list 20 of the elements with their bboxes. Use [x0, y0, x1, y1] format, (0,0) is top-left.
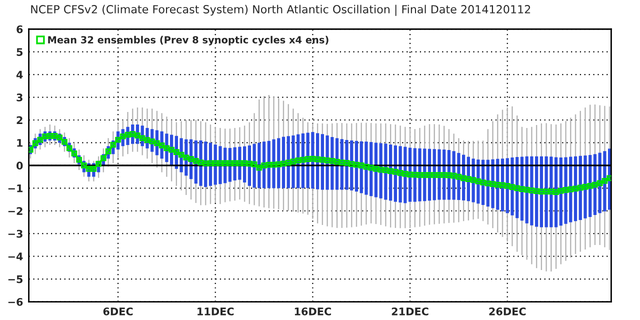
y-tick-label: −4	[8, 252, 23, 260]
y-tick-label: −2	[8, 207, 22, 215]
y-tick-label: 6	[16, 25, 23, 34]
y-tick-label: 3	[16, 94, 22, 102]
y-tick-label: 2	[16, 116, 22, 124]
y-tick-label: −6	[8, 298, 23, 306]
y-tick-label: 5	[16, 48, 23, 56]
y-tick-label: −3	[8, 230, 22, 238]
x-tick-label: 6DEC	[103, 308, 133, 316]
x-tick-label: 11DEC	[198, 308, 234, 316]
y-tick-label: −1	[8, 184, 23, 192]
y-tick-label: −5	[8, 275, 23, 284]
y-tick-label: 0	[16, 162, 23, 170]
legend-label: Mean 32 ensembles (Prev 8 synoptic cycles x4 ens)	[48, 36, 328, 46]
chart-title: NCEP CFSv2 (Climate Forecast System) North Atlantic Oscillation | Final Date 2014120112	[31, 4, 530, 16]
y-tick-label: 4	[16, 70, 23, 79]
x-tick-label: 16DEC	[294, 308, 331, 316]
x-tick-label: 21DEC	[392, 308, 428, 316]
x-tick-label: 26DEC	[489, 308, 526, 316]
y-tick-label: 1	[17, 139, 23, 147]
